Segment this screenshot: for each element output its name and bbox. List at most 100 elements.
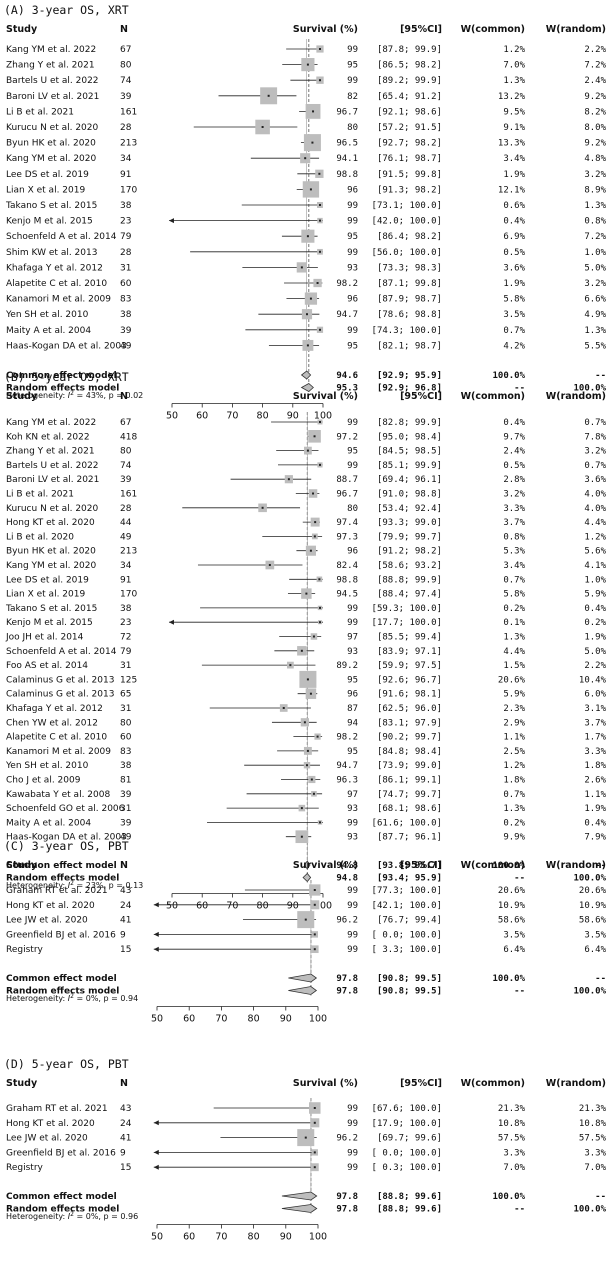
panel-title: (A) 3-year OS, XRT <box>4 3 129 17</box>
random-weight-common: -- <box>514 1205 525 1215</box>
sample-size: 31 <box>120 804 131 814</box>
ci-text: [68.1; 98.6] <box>377 804 442 814</box>
header-study: Study <box>6 391 38 402</box>
study-label: Kang YM et al. 2020 <box>6 561 97 571</box>
weight-random: 5.6% <box>584 547 606 557</box>
study-label: Li B et al. 2020 <box>6 532 74 542</box>
study-label: Foo AS et al. 2014 <box>6 661 88 671</box>
study-label: Baroni LV et al. 2021 <box>6 475 99 485</box>
point-estimate <box>300 266 303 269</box>
random-weight-random: 100.0% <box>573 987 606 997</box>
sample-size: 34 <box>120 561 132 571</box>
weight-common: 20.6% <box>498 886 526 896</box>
study-label: Graham RT et al. 2021 <box>6 1104 108 1114</box>
point-estimate <box>304 157 307 160</box>
weight-common: 4.4% <box>503 647 525 657</box>
x-tick-label: 90 <box>287 901 299 912</box>
ci-text: [92.1; 98.6] <box>377 107 442 117</box>
heterogeneity-sup: 2 <box>70 1211 74 1218</box>
point-estimate <box>318 821 321 824</box>
survival-value: 99 <box>347 248 358 258</box>
ci-text: [87.8; 99.9] <box>377 45 442 55</box>
point-estimate <box>268 564 271 566</box>
weight-random: 1.9% <box>584 804 606 814</box>
ci-text: [57.2; 91.5] <box>377 123 442 133</box>
header-n: N <box>120 391 128 402</box>
weight-random: 20.6% <box>579 886 607 896</box>
random-ci: [93.4; 95.9] <box>377 874 442 884</box>
header-ci: [95%CI] <box>400 24 442 35</box>
survival-value: 89.2 <box>336 661 358 671</box>
weight-common: 13.3% <box>498 139 526 149</box>
study-label: Hong KT et al. 2020 <box>6 518 95 528</box>
weight-common: 0.6% <box>503 201 525 211</box>
ci-text: [82.1; 98.7] <box>377 341 442 351</box>
study-label: Graham RT et al. 2021 <box>6 886 108 896</box>
weight-common: 2.3% <box>503 704 525 714</box>
sample-size: 418 <box>120 432 137 442</box>
x-tick-label: 80 <box>248 1014 260 1025</box>
header-survival: Survival (%) <box>293 24 358 35</box>
point-estimate <box>300 807 303 810</box>
x-tick-label: 80 <box>257 411 269 422</box>
ci-text: [84.5; 98.5] <box>377 447 442 457</box>
study-label: Kanamori M et al. 2009 <box>6 747 111 757</box>
study-label: Yen SH et al. 2010 <box>5 761 89 771</box>
ci-text: [86.1; 99.1] <box>377 776 442 786</box>
survival-value: 98.2 <box>336 733 358 743</box>
survival-value: 99 <box>347 604 358 614</box>
sample-size: 81 <box>120 776 131 786</box>
weight-random: 3.3% <box>584 1148 606 1158</box>
weight-random: 3.2% <box>584 170 606 180</box>
heterogeneity-prefix: Heterogeneity: <box>6 994 68 1003</box>
weight-common: 0.4% <box>503 418 525 428</box>
point-estimate <box>312 635 315 638</box>
study-label: Byun HK et al. 2020 <box>6 139 96 149</box>
survival-value: 88.7 <box>336 475 358 485</box>
common-model-label: Common effect model <box>6 974 117 984</box>
weight-random: 7.0% <box>584 1163 606 1173</box>
weight-common: 2.8% <box>503 475 525 485</box>
weight-common: 20.6% <box>498 675 526 685</box>
sample-size: 24 <box>120 901 132 911</box>
point-estimate <box>318 48 321 50</box>
weight-common: 1.2% <box>503 45 525 55</box>
point-estimate <box>313 948 316 951</box>
weight-common: 2.4% <box>503 447 525 457</box>
ci-text: [69.4; 96.1] <box>377 475 442 485</box>
weight-random: 1.7% <box>584 733 606 743</box>
ci-text: [89.2; 99.9] <box>377 76 442 86</box>
survival-value: 82.4 <box>336 561 358 571</box>
ci-text: [69.7; 99.6] <box>377 1134 442 1144</box>
weight-common: 0.7% <box>503 790 525 800</box>
header-wrandom: W(random) <box>546 1078 606 1089</box>
header-wrandom: W(random) <box>546 860 606 871</box>
heterogeneity-rest: = 23%, p = 0.13 <box>74 881 143 890</box>
ci-text: [42.1; 100.0] <box>372 901 442 911</box>
survival-value: 97 <box>347 790 358 800</box>
survival-value: 94.5 <box>336 590 358 600</box>
heterogeneity-i: I <box>68 391 71 400</box>
survival-value: 97.4 <box>336 518 358 528</box>
survival-value: 96 <box>347 295 358 305</box>
sample-size: 43 <box>120 886 131 896</box>
ci-text: [61.6; 100.0] <box>372 818 442 828</box>
point-estimate <box>305 313 308 316</box>
ci-truncation-arrow <box>153 1164 159 1170</box>
weight-random: 2.2% <box>584 45 606 55</box>
point-estimate <box>306 749 309 752</box>
x-tick-label: 70 <box>215 1014 227 1025</box>
ci-text: [17.7; 100.0] <box>372 618 442 628</box>
weight-random: 4.0% <box>584 490 606 500</box>
weight-random: 6.0% <box>584 690 606 700</box>
survival-value: 94.7 <box>336 310 358 320</box>
sample-size: 80 <box>120 61 132 71</box>
common-ci: [92.9; 95.9] <box>377 371 442 381</box>
header-study: Study <box>6 24 38 35</box>
heterogeneity-prefix: Heterogeneity: <box>6 1212 68 1221</box>
sample-size: 213 <box>120 139 137 149</box>
point-estimate <box>318 421 321 423</box>
common-survival: 94.8 <box>336 861 358 871</box>
x-tick-label: 70 <box>226 411 238 422</box>
sample-size: 161 <box>120 490 137 500</box>
